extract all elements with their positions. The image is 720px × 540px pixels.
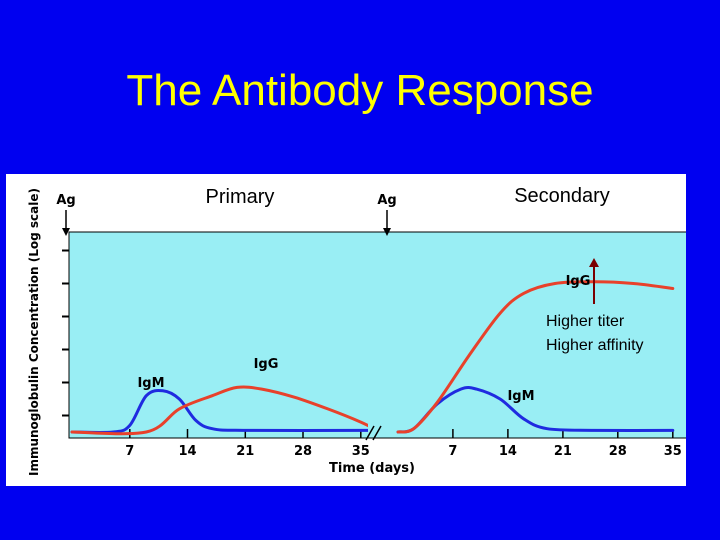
series-line-igg-primary <box>70 385 379 436</box>
x-tick-label: 35 <box>352 444 370 459</box>
axis-break-slash <box>372 425 382 441</box>
x-axis-ticks: 7 14 21 28 35 7 14 21 28 35 <box>125 429 682 459</box>
x-tick-label: 7 <box>125 444 134 459</box>
plot-area <box>68 231 686 439</box>
annotation-higher-titer: Higher titer <box>546 313 625 330</box>
panel-primary-name: Primary <box>206 186 275 208</box>
series-label-igm-primary: IgM <box>137 376 164 391</box>
antigen-label-secondary: Ag <box>377 193 396 208</box>
x-tick-label: 35 <box>664 444 682 459</box>
x-tick-label: 7 <box>448 444 457 459</box>
x-tick-label: 28 <box>609 444 627 459</box>
annotation-higher-affinity: Higher affinity <box>546 337 644 354</box>
series-line-igg-secondary <box>396 280 675 434</box>
y-axis-ticks <box>62 249 69 417</box>
x-tick-label: 14 <box>178 444 196 459</box>
series-label-igg-secondary: IgG <box>566 274 591 289</box>
series-label-igm-secondary: IgM <box>507 389 534 404</box>
x-axis-label: Time (days) <box>329 461 415 476</box>
x-tick-label: 21 <box>236 444 254 459</box>
antibody-response-figure: 7 14 21 28 35 7 14 21 28 35 Immunoglobulin Concen… <box>6 174 686 486</box>
panel-secondary-name: Secondary <box>514 185 610 207</box>
antigen-arrows <box>62 210 391 236</box>
series-label-igg-primary: IgG <box>254 357 279 372</box>
x-tick-label: 28 <box>294 444 312 459</box>
x-tick-label: 21 <box>554 444 572 459</box>
antibody-response-chart: 7 14 21 28 35 7 14 21 28 35 Immunoglobulin Concen… <box>27 185 686 476</box>
x-tick-label: 14 <box>499 444 517 459</box>
antigen-arrow-head <box>383 228 391 236</box>
titer-arrow-head <box>589 258 599 267</box>
series-line-igm-primary <box>70 388 379 434</box>
y-axis-label: Immunoglobulin Concentration (Log scale) <box>27 188 41 476</box>
antigen-arrow-head <box>62 228 70 236</box>
curves <box>70 280 675 436</box>
slide-title: The Antibody Response <box>126 66 594 115</box>
axis-break <box>365 424 384 441</box>
antigen-label-primary: Ag <box>56 193 75 208</box>
axis-break-slash <box>365 425 375 441</box>
